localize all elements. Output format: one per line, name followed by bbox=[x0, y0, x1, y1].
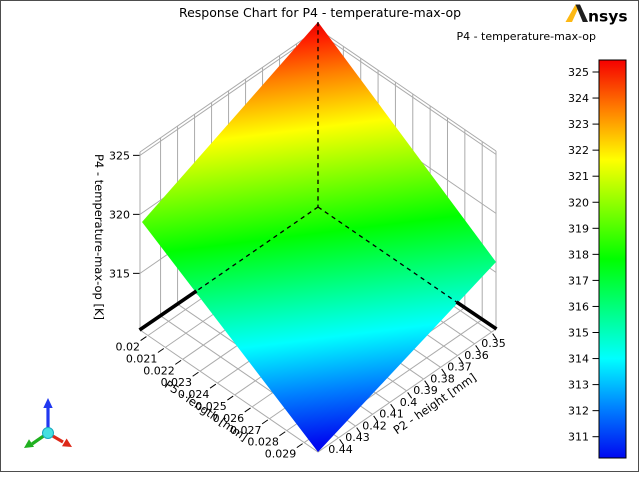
y-tick-mark bbox=[424, 380, 430, 387]
colorbar-tick-label: 313 bbox=[568, 379, 589, 392]
y-tick-label: 0.44 bbox=[328, 443, 353, 456]
y-tick-mark bbox=[373, 415, 379, 422]
z-axis-ticks: 315 320 325 bbox=[109, 149, 140, 280]
y-tick-label: 0.43 bbox=[345, 431, 370, 444]
y-tick-mark bbox=[407, 392, 413, 399]
response-surface[interactable] bbox=[142, 22, 496, 452]
colorbar-tick-label: 325 bbox=[568, 66, 589, 79]
x-tick-label: 0.024 bbox=[178, 388, 210, 401]
x-tick-label: 0.028 bbox=[247, 436, 279, 449]
x-tick-mark bbox=[244, 407, 251, 413]
ansys-logo-gold-stroke-icon bbox=[565, 4, 580, 22]
x-tick-label: 0.029 bbox=[265, 448, 297, 461]
z-tick-label: 320 bbox=[109, 208, 130, 221]
x-tick-mark bbox=[296, 443, 303, 449]
y-tick-label: 0.4 bbox=[400, 396, 418, 409]
triad-origin-icon bbox=[42, 427, 54, 439]
y-tick-mark bbox=[475, 345, 481, 352]
x-tick-mark bbox=[279, 431, 286, 437]
x-tick-label: 0.027 bbox=[230, 424, 262, 437]
x-axis-ticks: 0.020.0210.0220.0230.0240.0250.0260.0270… bbox=[116, 336, 303, 461]
x-tick-mark bbox=[192, 371, 199, 377]
y-axis-ticks: 0.350.360.370.380.390.40.410.420.430.44 bbox=[328, 333, 506, 456]
x-tick-label: 0.026 bbox=[213, 412, 245, 425]
x-tick-label: 0.021 bbox=[126, 352, 158, 365]
colorbar-tick-label: 311 bbox=[568, 431, 589, 444]
x-tick-mark bbox=[261, 419, 269, 425]
z-tick-label: 325 bbox=[109, 149, 130, 162]
ansys-logo: nsys bbox=[565, 4, 628, 26]
colorbar-tick-label: 319 bbox=[568, 222, 589, 235]
y-tick-label: 0.37 bbox=[447, 361, 472, 374]
x-tick-mark bbox=[140, 336, 147, 342]
y-tick-mark bbox=[390, 403, 396, 411]
z-tick-label: 315 bbox=[109, 267, 130, 280]
ansys-logo-dark-stroke-icon bbox=[575, 4, 588, 22]
y-tick-mark bbox=[339, 439, 345, 446]
chart-title: Response Chart for P4 - temperature-max-… bbox=[179, 5, 461, 20]
x-tick-mark bbox=[175, 359, 182, 365]
triad-y-axis-icon bbox=[31, 433, 46, 446]
hidden-axis-lines bbox=[194, 22, 459, 304]
x-tick-label: 0.02 bbox=[116, 340, 141, 353]
colorbar-tick-label: 315 bbox=[568, 327, 589, 340]
x-tick-label: 0.022 bbox=[143, 364, 175, 377]
colorbar-ticks: 325 324 323 322 321 320 319 318 317 316 315 314 313 3… bbox=[568, 66, 599, 444]
x-tick-mark bbox=[209, 383, 217, 389]
colorbar-tick-label: 312 bbox=[568, 405, 589, 418]
colorbar-tick-label: 316 bbox=[568, 300, 589, 313]
colorbar-tick-label: 324 bbox=[568, 92, 589, 105]
back-edge-axes bbox=[138, 289, 498, 332]
x-tick-label: 0.023 bbox=[161, 376, 193, 389]
x-tick-mark bbox=[227, 395, 234, 401]
y-tick-label: 0.36 bbox=[464, 349, 489, 362]
triad-x-arrowhead-icon bbox=[62, 438, 72, 447]
y-tick-mark bbox=[356, 427, 362, 434]
x-tick-label: 0.025 bbox=[195, 400, 227, 413]
colorbar-tick-label: 320 bbox=[568, 196, 589, 209]
y-tick-mark bbox=[441, 368, 447, 375]
x-tick-mark bbox=[157, 348, 165, 353]
y-tick-label: 0.41 bbox=[379, 408, 404, 421]
colorbar-tick-label: 317 bbox=[568, 274, 589, 287]
ansys-logo-text: nsys bbox=[588, 8, 628, 26]
y-tick-label: 0.38 bbox=[430, 372, 455, 385]
y-tick-label: 0.39 bbox=[413, 384, 438, 397]
colorbar-tick-label: 322 bbox=[568, 144, 589, 157]
triad-z-arrowhead-icon bbox=[43, 398, 53, 408]
colorbar-tick-label: 318 bbox=[568, 248, 589, 261]
z-axis-title: P4 - temperature-max-op [K] bbox=[92, 154, 106, 320]
colorbar bbox=[598, 59, 627, 459]
legend-title: P4 - temperature-max-op bbox=[456, 30, 596, 43]
colorbar-tick-label: 321 bbox=[568, 170, 589, 183]
orientation-triad-icon[interactable] bbox=[24, 398, 72, 448]
y-tick-label: 0.35 bbox=[481, 337, 506, 350]
y-tick-label: 0.42 bbox=[362, 419, 387, 432]
colorbar-tick-label: 323 bbox=[568, 118, 589, 131]
y-tick-mark bbox=[458, 356, 464, 364]
y-tick-mark bbox=[492, 333, 498, 340]
triad-y-arrowhead-icon bbox=[24, 439, 34, 448]
colorbar-tick-label: 314 bbox=[568, 353, 589, 366]
